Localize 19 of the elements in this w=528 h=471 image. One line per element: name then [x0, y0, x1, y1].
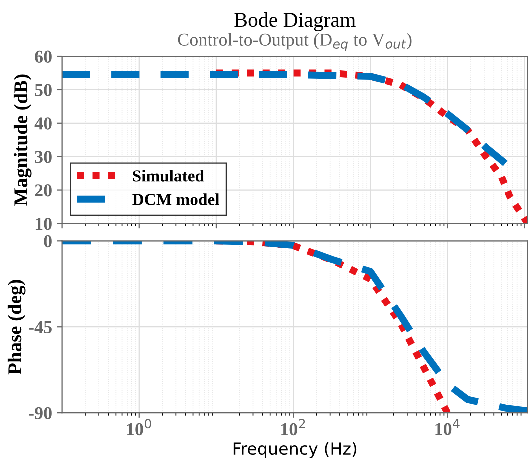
chart-subtitle: Control-to-Output (D$_{eq}$ to V$_{out}$) — [178, 33, 412, 52]
y-tick-label: 60 — [35, 50, 52, 63]
y-tick-label: 50 — [35, 84, 52, 96]
y-tick-label: -45 — [29, 321, 52, 334]
legend-label: Simulated — [133, 170, 204, 182]
legend-label: DCM model — [132, 194, 220, 206]
chart-title: Bode Diagram — [234, 12, 356, 32]
x-tick-label: 10$^{4}$ — [436, 419, 460, 436]
y-tick-label: 10 — [36, 218, 52, 230]
y-axis-title: Phase (deg) — [8, 280, 26, 375]
y-tick-label: 20 — [35, 184, 52, 197]
x-tick-label: 10$^{2}$ — [282, 419, 306, 436]
y-tick-label: 40 — [34, 118, 52, 130]
x-tick-label: 10$^{0}$ — [127, 419, 152, 436]
y-tick-label: 0 — [44, 235, 52, 248]
y-tick-label: 30 — [35, 151, 52, 164]
y-axis-title: Magnitude (dB) — [14, 74, 32, 206]
x-axis-title: Frequency (Hz) — [234, 442, 357, 458]
y-tick-label: -90 — [29, 407, 52, 420]
